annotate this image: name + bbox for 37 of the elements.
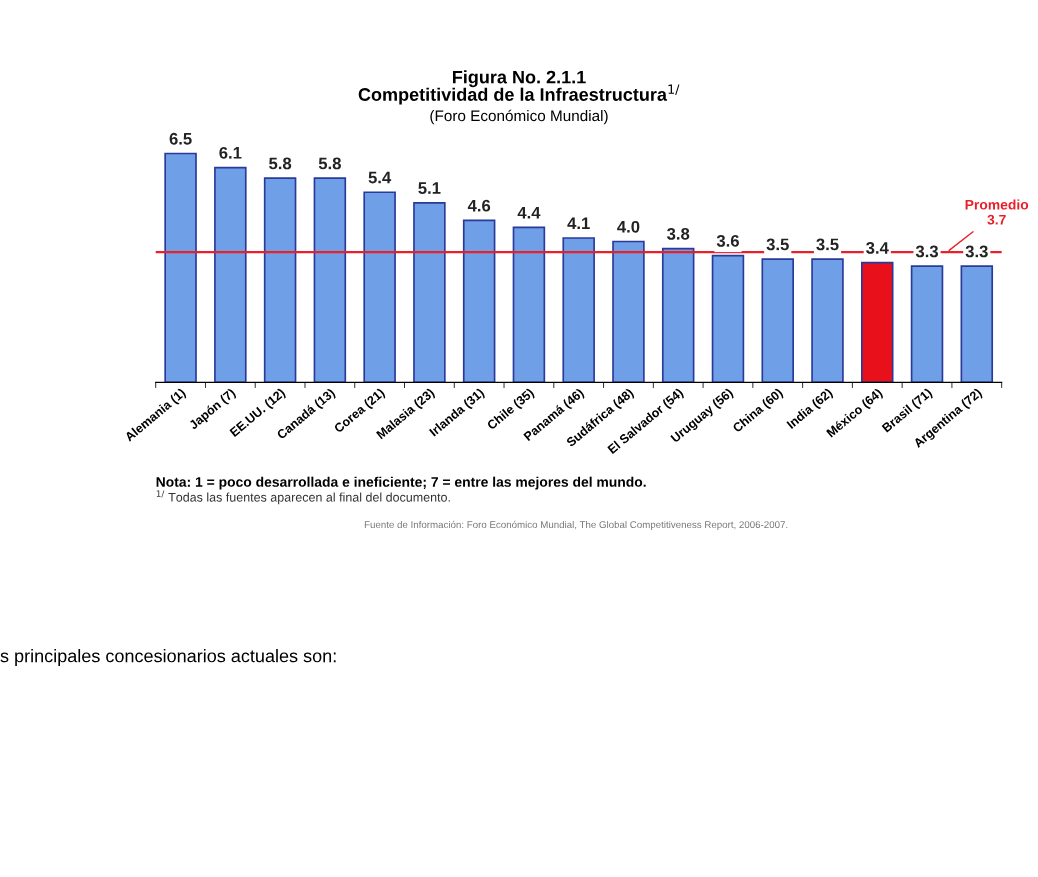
bar (910, 265, 944, 383)
data-label: 3.4 (866, 242, 889, 254)
source-note: Fuente de Información: Foro Económico Mundial, The Global Competitiveness Report, 2006-2007. (364, 520, 788, 530)
data-label: 5.1 (418, 182, 441, 194)
data-label: 6.5 (169, 132, 192, 145)
data-label: 4.0 (617, 220, 640, 233)
data-label: 3.8 (667, 227, 690, 240)
ref-line-label: Promedio 3.7 (965, 199, 1029, 225)
bar (811, 258, 844, 383)
data-label: 4.6 (467, 199, 491, 212)
bar (263, 177, 297, 383)
bar (363, 191, 396, 383)
bar (562, 237, 595, 383)
chart-subtitle: (Foro Económico Mundial) (430, 109, 608, 125)
data-label: 3.3 (915, 245, 939, 258)
bar (462, 219, 496, 383)
text: Nota: 1 = poco desarrollada e ineficiente; 7 = entre las mejores del mundo. (156, 476, 646, 490)
data-label: 6.1 (219, 146, 242, 159)
data-label: 3.6 (716, 234, 739, 247)
bar (960, 265, 994, 383)
bar (861, 261, 894, 383)
bar (512, 226, 546, 383)
data-label: 4.1 (567, 217, 590, 229)
text: $^{1/}$ Todas las fuentes aparecen al final del documento. (156, 490, 450, 505)
text: Figura No. 2.1.1 (452, 70, 586, 88)
bar (313, 177, 347, 383)
data-label: 5.8 (318, 157, 341, 170)
data-label: 3.3 (965, 245, 988, 258)
bar (164, 152, 197, 383)
data-label: 4.4 (517, 206, 541, 219)
bar (761, 258, 794, 383)
data-label: 3.5 (816, 238, 839, 251)
data-label: 3.5 (766, 238, 789, 251)
data-label: 5.4 (368, 171, 392, 184)
bar (612, 240, 645, 383)
text: s principales concesionarios actuales son: (0, 649, 336, 666)
data-label: 5.8 (269, 157, 292, 170)
